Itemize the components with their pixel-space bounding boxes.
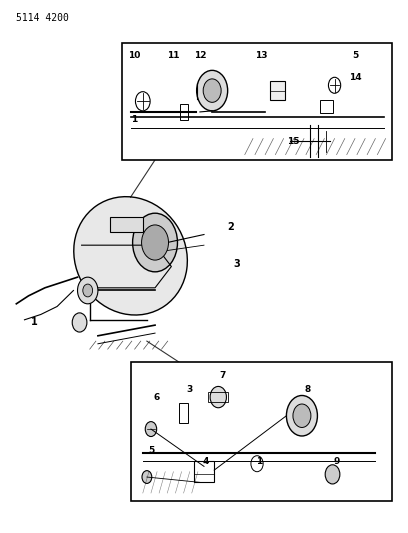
Text: 15: 15 [288, 137, 300, 146]
Bar [131, 362, 392, 501]
Circle shape [142, 225, 169, 260]
Circle shape [293, 404, 311, 427]
Text: 9: 9 [333, 457, 340, 465]
Text: 5: 5 [148, 446, 154, 455]
Circle shape [286, 395, 317, 436]
Circle shape [78, 277, 98, 304]
Circle shape [83, 284, 93, 297]
Bar [122, 43, 392, 160]
Circle shape [210, 386, 226, 408]
Text: 5114 4200: 5114 4200 [16, 13, 69, 23]
Circle shape [325, 465, 340, 484]
Text: 5: 5 [352, 52, 358, 60]
Bar [194, 461, 214, 482]
Text: 11: 11 [167, 52, 180, 60]
Circle shape [72, 313, 87, 332]
Circle shape [145, 422, 157, 437]
Text: 14: 14 [349, 73, 361, 82]
Bar [320, 100, 333, 113]
Text: 6: 6 [154, 393, 160, 401]
Text: 12: 12 [194, 52, 206, 60]
Text: 4: 4 [203, 457, 209, 465]
Text: 10: 10 [129, 52, 141, 60]
Circle shape [133, 213, 177, 272]
Text: 1: 1 [256, 457, 262, 465]
Bar [270, 81, 285, 100]
Circle shape [203, 79, 221, 102]
Bar [180, 104, 188, 120]
Text: 8: 8 [305, 385, 311, 393]
Bar [208, 392, 228, 402]
Text: 1: 1 [131, 116, 138, 124]
Ellipse shape [74, 197, 187, 315]
Bar [179, 403, 188, 423]
Circle shape [142, 471, 152, 483]
Circle shape [197, 70, 228, 111]
Text: 2: 2 [227, 222, 234, 231]
Text: 7: 7 [219, 372, 226, 380]
Text: 3: 3 [186, 385, 193, 393]
Text: 1: 1 [31, 318, 38, 327]
Text: 3: 3 [233, 259, 240, 269]
Text: 13: 13 [255, 52, 267, 60]
Bar [110, 217, 143, 232]
